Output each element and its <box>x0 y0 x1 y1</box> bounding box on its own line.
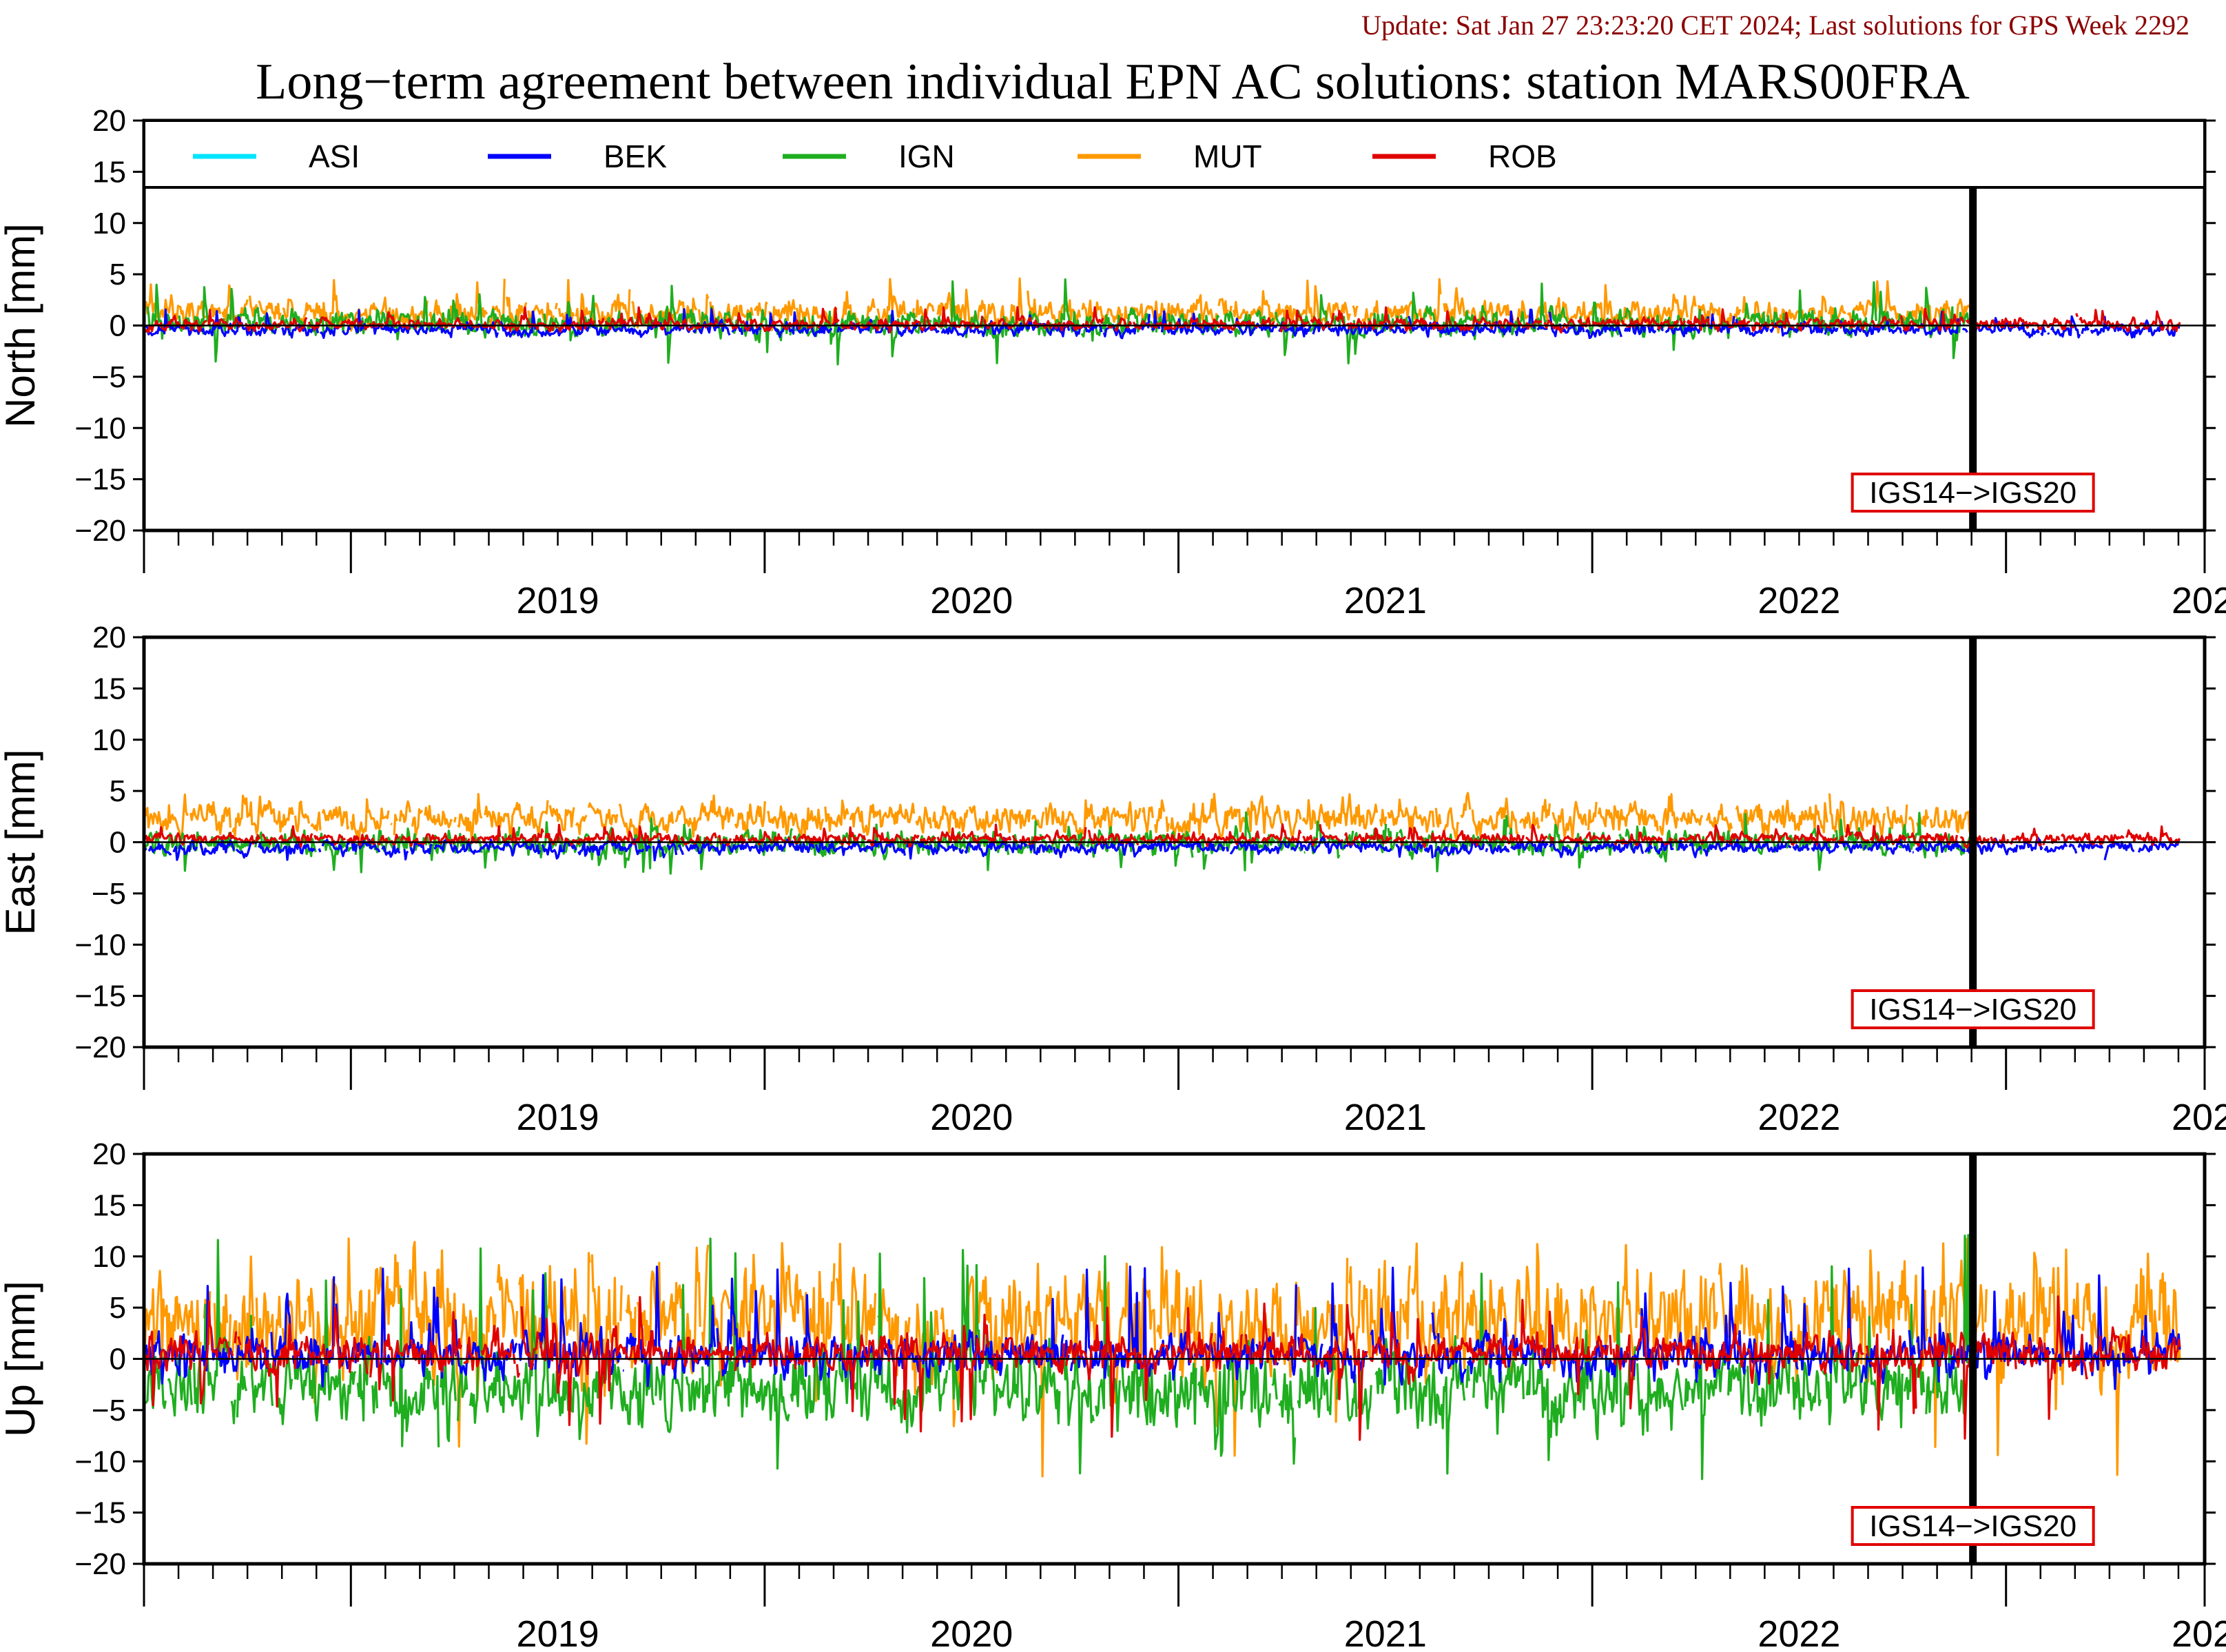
y-tick-label: −15 <box>74 463 126 497</box>
plot-area <box>144 1234 2181 1480</box>
frame-change-label-box <box>1851 989 2095 1029</box>
y-tick-label: 10 <box>92 1240 126 1274</box>
y-tick-label: 20 <box>92 1137 126 1171</box>
y-tick-label: −10 <box>74 411 126 445</box>
series-line-mut <box>144 792 1975 843</box>
y-tick-label: 5 <box>110 1291 126 1325</box>
panel-up: 20 15 10 5 0 −5 −10 −15 −20 Up [mm] IGS14−>IGS20 20… <box>0 1137 2226 1652</box>
legend-label-asi: ASI <box>309 138 360 174</box>
panel-frame <box>142 1152 2207 1566</box>
y-tick-label: 15 <box>92 1188 126 1222</box>
panel-east: 20 15 10 5 0 −5 −10 −15 −20 East [mm] IGS14−>IGS20… <box>0 621 2226 1138</box>
y-tick-label: −15 <box>74 1496 126 1530</box>
x-year-label: 2019 <box>517 1097 599 1138</box>
y-tick-label: 5 <box>110 258 126 291</box>
chart-panels: 20 15 10 5 0 −5 −10 −15 −20 North [mm] IGS14−>IGS2… <box>0 104 2226 1652</box>
y-tick-label: −10 <box>74 1445 126 1478</box>
y-tick-label: 20 <box>92 104 126 138</box>
y-tick-label: 10 <box>92 207 126 240</box>
y-tick-label: 5 <box>110 774 126 808</box>
x-year-label: 2022 <box>1758 1097 1840 1138</box>
y-tick-label: −5 <box>92 360 126 394</box>
x-year-label: 2021 <box>1344 1613 1427 1652</box>
x-year-label: 2023 <box>2172 1097 2226 1138</box>
y-tick-label: −20 <box>74 1547 126 1581</box>
legend-label-mut: MUT <box>1193 138 1262 174</box>
panel-frame <box>142 635 2207 1049</box>
frame-change-label: IGS14−>IGS20 <box>1869 476 2076 510</box>
x-year-label: 2023 <box>2172 580 2226 621</box>
update-timestamp: Update: Sat Jan 27 23:23:20 CET 2024; La… <box>1361 10 2189 41</box>
y-tick-label: 10 <box>92 723 126 757</box>
plot-area <box>144 792 2181 875</box>
y-tick-label: −20 <box>74 514 126 548</box>
x-year-label: 2022 <box>1758 1613 1840 1652</box>
x-year-label: 2022 <box>1758 580 1840 621</box>
x-year-label: 2019 <box>517 580 599 621</box>
plot-area <box>144 277 2181 366</box>
y-tick-label: 20 <box>92 621 126 654</box>
x-year-label: 2019 <box>517 1613 599 1652</box>
x-year-label: 2020 <box>930 1613 1013 1652</box>
x-year-label: 2021 <box>1344 580 1427 621</box>
frame-change-label-box <box>1851 473 2095 513</box>
y-tick-label: −10 <box>74 928 126 962</box>
y-axis-label: East [mm] <box>0 749 43 935</box>
legend-label-rob: ROB <box>1488 138 1557 174</box>
x-year-label: 2021 <box>1344 1097 1427 1138</box>
legend-box <box>143 119 2206 189</box>
frame-change-label-box <box>1851 1506 2095 1546</box>
y-tick-label: −15 <box>74 980 126 1013</box>
y-tick-label: 0 <box>110 1343 126 1376</box>
y-tick-label: 15 <box>92 155 126 189</box>
legend-label-bek: BEK <box>604 138 667 174</box>
legend-label-ign: IGN <box>898 138 955 174</box>
y-tick-label: 0 <box>110 826 126 860</box>
y-tick-label: −20 <box>74 1031 126 1064</box>
y-tick-label: 15 <box>92 672 126 705</box>
panel-north: 20 15 10 5 0 −5 −10 −15 −20 North [mm] IGS14−>IGS2… <box>0 104 2226 621</box>
chart-title: Long−term agreement between individual E… <box>256 54 1970 110</box>
y-tick-label: −5 <box>92 877 126 911</box>
x-year-label: 2023 <box>2172 1613 2226 1652</box>
x-year-label: 2020 <box>930 580 1013 621</box>
frame-change-label: IGS14−>IGS20 <box>1869 1509 2076 1543</box>
y-axis-label: North [mm] <box>0 223 43 428</box>
x-year-label: 2020 <box>930 1097 1013 1138</box>
y-axis-label: Up [mm] <box>0 1281 43 1437</box>
y-tick-label: −5 <box>92 1394 126 1427</box>
frame-change-label: IGS14−>IGS20 <box>1869 993 2076 1026</box>
y-tick-label: 0 <box>110 309 126 343</box>
